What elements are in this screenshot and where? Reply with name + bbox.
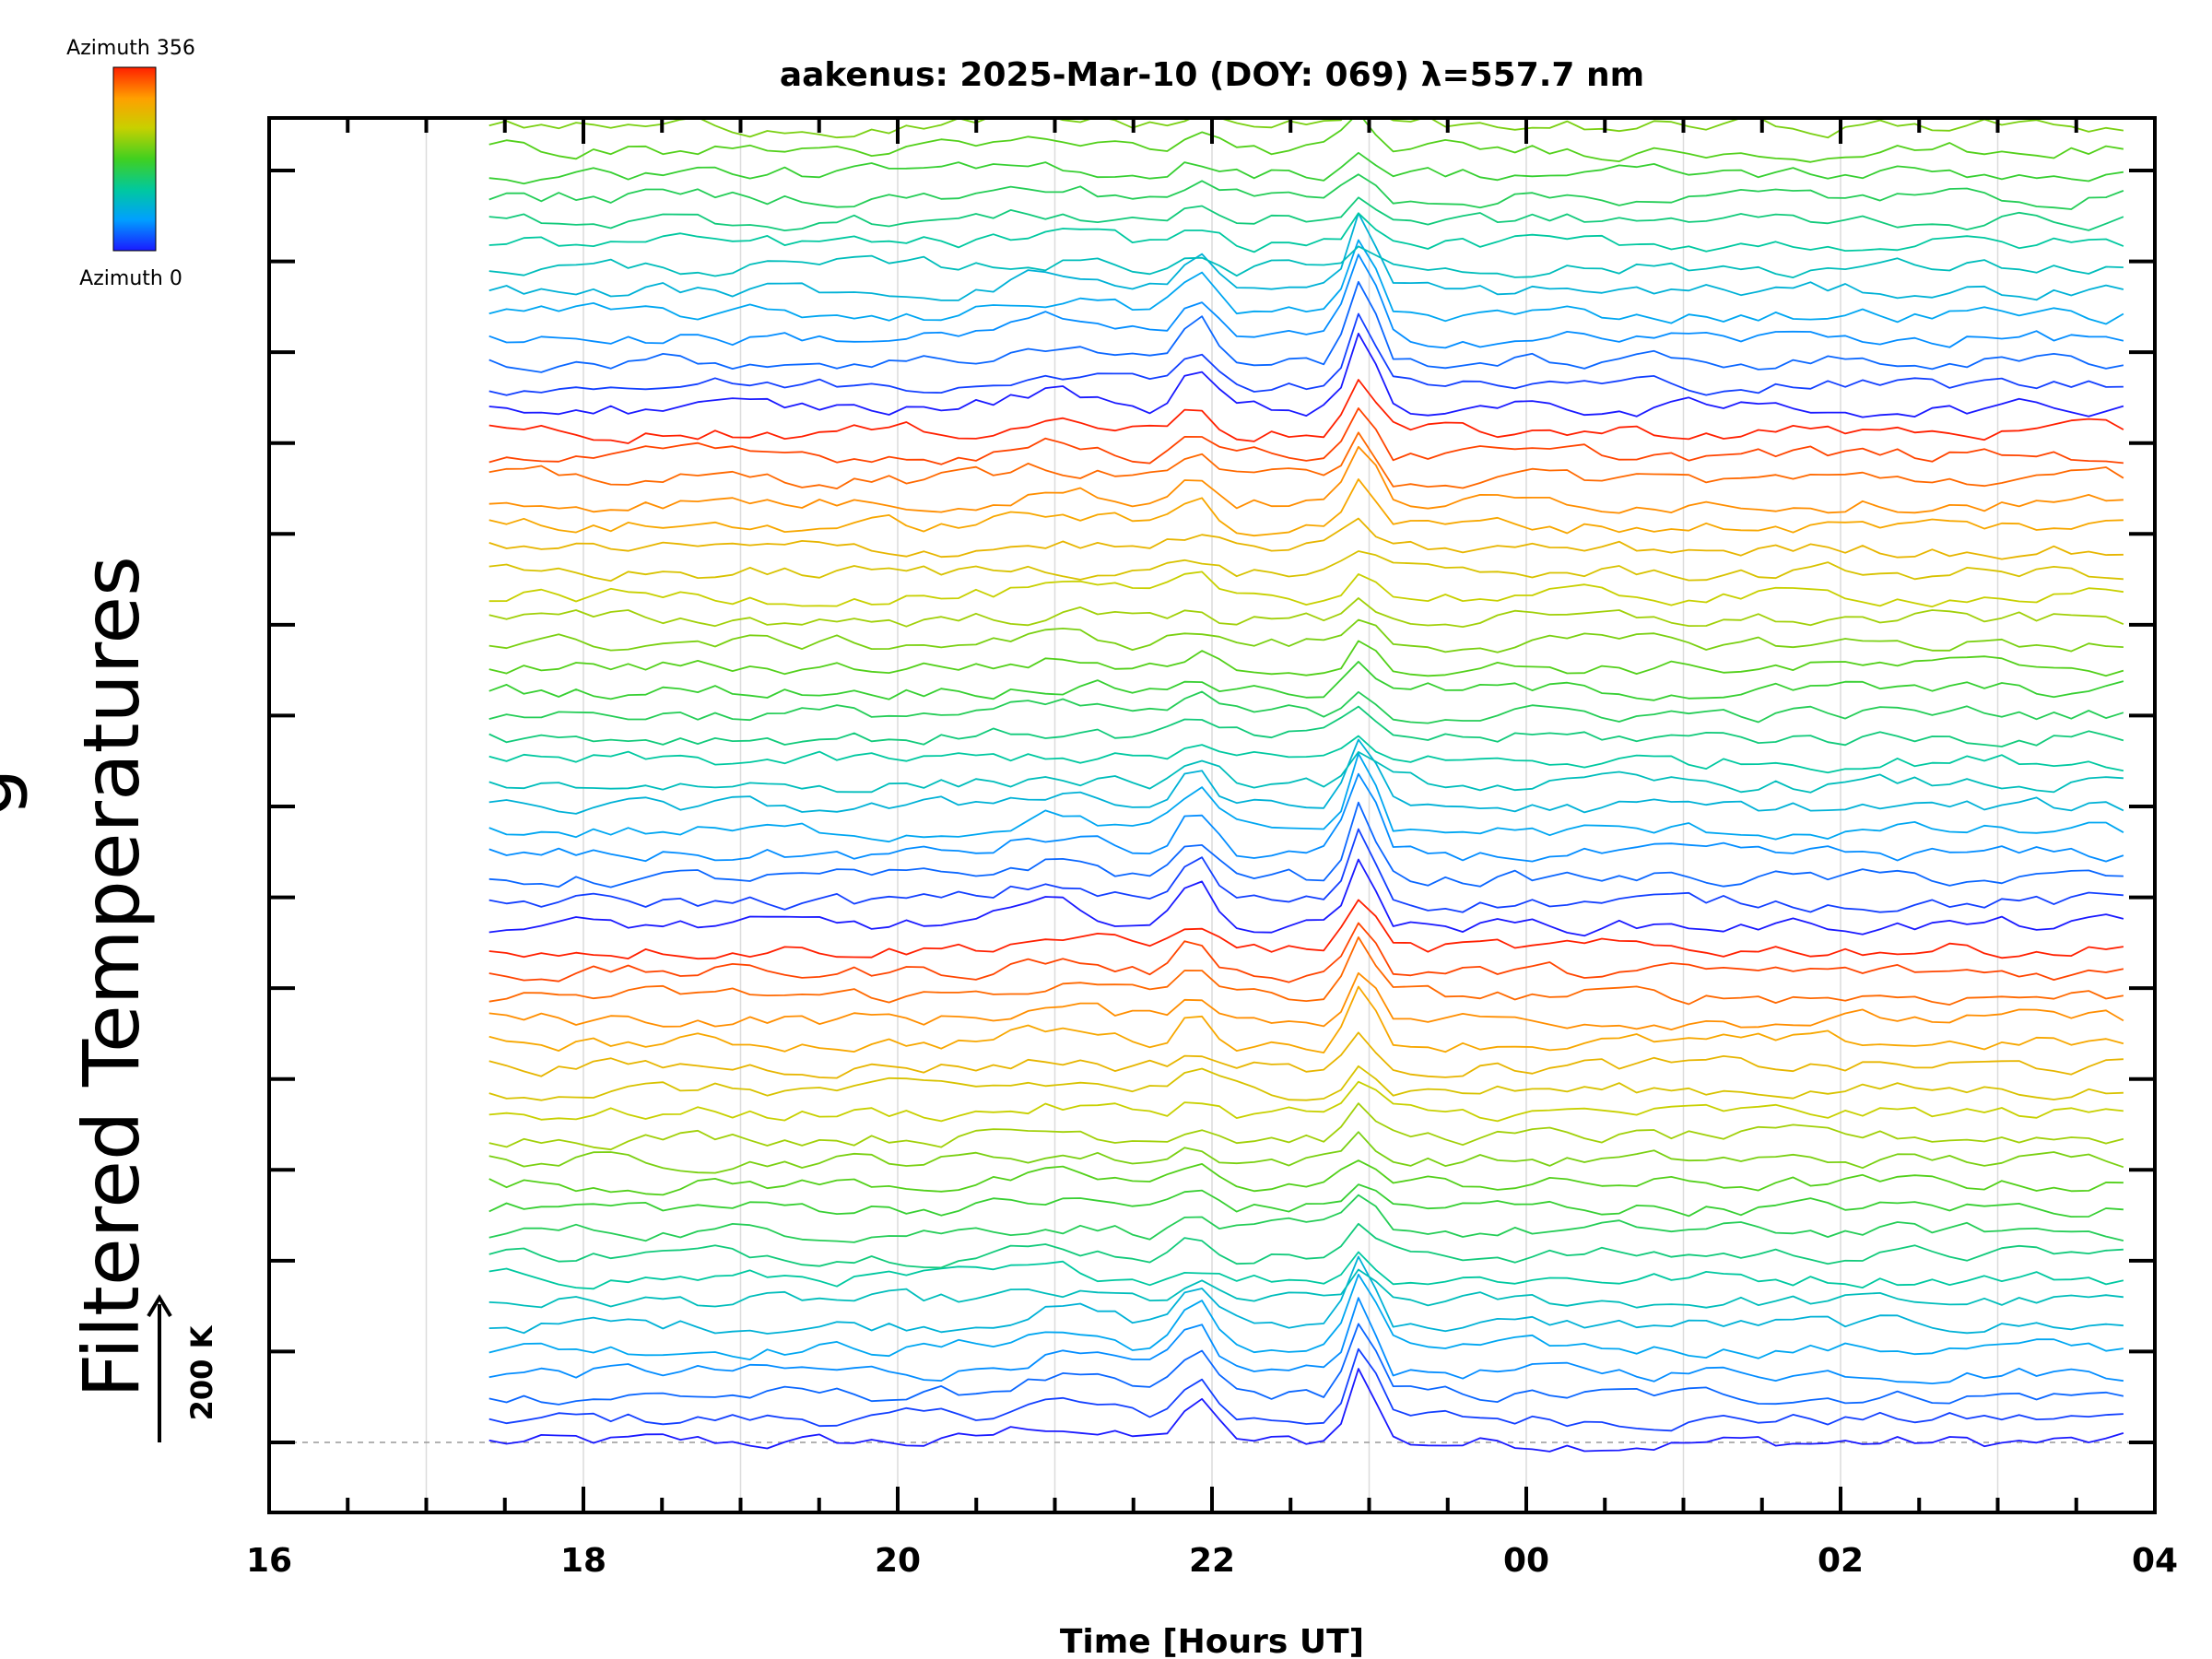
trace-line — [488, 280, 2124, 373]
trace-line — [488, 971, 2124, 1030]
trace-line — [488, 245, 2124, 278]
trace-line — [488, 661, 2124, 701]
trace-line — [488, 1102, 2124, 1151]
trace-line — [488, 1159, 2124, 1196]
trace-line — [488, 690, 2124, 724]
trace-line — [488, 312, 2124, 396]
y-axis-label: Filtered Temperatures — [66, 556, 157, 1398]
trace-line — [488, 173, 2124, 210]
trace-line — [489, 8, 2124, 43]
trace-line — [488, 1347, 2124, 1432]
trace-line — [488, 772, 2124, 863]
x-tick-label: 04 — [2132, 1542, 2178, 1580]
trace-line — [488, 738, 2124, 815]
trace-line — [488, 333, 2124, 418]
trace-line — [488, 1031, 2124, 1079]
trace-line — [488, 1080, 2124, 1123]
plot-area: 16 18 20 22 00 02 04 — [246, 0, 2178, 1580]
trace-line — [488, 752, 2124, 843]
legend-bottom-label: Azimuth 0 — [79, 267, 182, 290]
trace-line — [488, 705, 2124, 747]
trace-line — [488, 751, 2124, 794]
trace-line — [488, 253, 2124, 349]
trace-line — [488, 922, 2124, 983]
x-tick-label: 16 — [246, 1542, 292, 1580]
trace-line — [488, 828, 2124, 913]
colorbar-legend: Azimuth 356 Azimuth 0 — [66, 37, 195, 290]
trace-line — [488, 985, 2124, 1053]
trace-line — [488, 1255, 2124, 1335]
x-tick-labels: 16 18 20 22 00 02 04 — [246, 1542, 2178, 1580]
legend-top-label: Azimuth 356 — [66, 37, 195, 60]
trace-line — [488, 118, 2124, 163]
x-tick-label: 00 — [1503, 1542, 1549, 1580]
trace-line — [488, 517, 2124, 560]
trace-line — [488, 735, 2124, 774]
colorbar — [112, 66, 157, 252]
trace-line — [488, 478, 2124, 537]
trace-line — [488, 1183, 2124, 1218]
x-tick-label: 20 — [875, 1542, 921, 1580]
trace-line — [488, 1297, 2124, 1384]
trace-line — [488, 618, 2124, 653]
trace-line — [488, 1274, 2124, 1360]
axis-ticks — [267, 118, 2157, 1512]
trace-line — [488, 571, 2124, 608]
trace-line — [488, 1368, 2124, 1453]
traces-group — [488, 0, 2124, 1453]
scale-bar: 200 K — [147, 1294, 219, 1442]
gridlines — [425, 118, 1999, 1512]
trace-line — [488, 1323, 2124, 1406]
trace-line — [488, 899, 2124, 960]
trace-line — [488, 239, 2124, 325]
trace-line — [488, 858, 2124, 937]
trace-line — [488, 379, 2124, 444]
trace-line — [488, 196, 2124, 231]
trace-line — [488, 597, 2124, 628]
trace-line — [488, 1251, 2124, 1290]
trace-line — [488, 936, 2124, 1006]
trace-line — [488, 212, 2124, 253]
y-axis-label-fragment: g — [0, 768, 29, 817]
x-tick-label: 18 — [560, 1542, 606, 1580]
x-tick-label: 02 — [1818, 1542, 1864, 1580]
trace-line — [488, 1268, 2124, 1309]
trace-line — [488, 151, 2124, 185]
trace-line — [488, 118, 2124, 139]
x-tick-label: 22 — [1189, 1542, 1235, 1580]
trace-line — [488, 431, 2124, 489]
trace-line — [488, 1131, 2124, 1174]
scale-bar-label: 200 K — [184, 1324, 219, 1420]
trace-line — [488, 640, 2124, 677]
trace-line — [488, 445, 2124, 514]
x-axis-label: Time [Hours UT] — [1060, 1623, 1364, 1659]
chart-title: aakenus: 2025-Mar-10 (DOY: 069) λ=557.7 … — [780, 56, 1644, 94]
trace-line — [488, 1194, 2124, 1243]
trace-line — [488, 801, 2124, 888]
trace-line — [488, 1222, 2124, 1269]
trace-line — [489, 0, 2124, 16]
trace-line — [488, 1065, 2124, 1101]
trace-line — [488, 212, 2124, 301]
scale-bar-arrowhead — [147, 1294, 172, 1318]
trace-line — [488, 407, 2124, 465]
trace-line — [488, 550, 2124, 582]
